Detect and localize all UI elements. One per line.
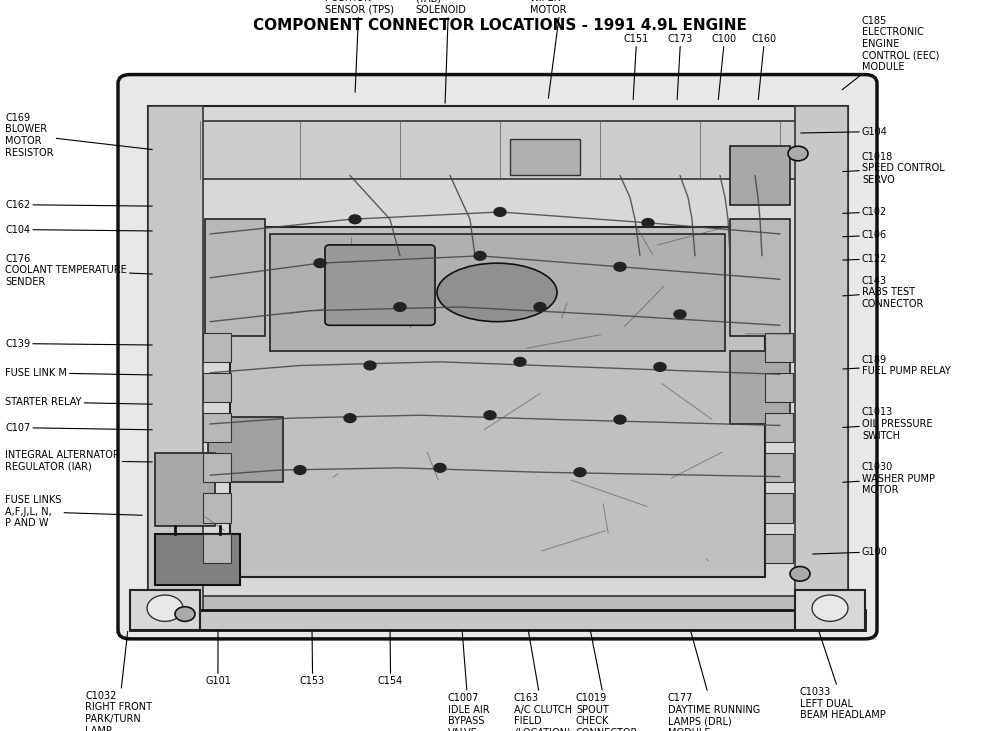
- Circle shape: [314, 259, 326, 268]
- Text: C102: C102: [843, 207, 887, 217]
- Text: C143
RABS TEST
CONNECTOR: C143 RABS TEST CONNECTOR: [843, 276, 924, 309]
- Text: C100: C100: [712, 34, 737, 99]
- Text: C185
ELECTRONIC
ENGINE
CONTROL (EEC)
MODULE: C185 ELECTRONIC ENGINE CONTROL (EEC) MOD…: [842, 15, 939, 90]
- Text: C106: C106: [843, 230, 887, 240]
- Circle shape: [147, 595, 183, 621]
- Text: C169
BLOWER
MOTOR
RESISTOR: C169 BLOWER MOTOR RESISTOR: [5, 113, 152, 158]
- Text: C104: C104: [5, 224, 152, 235]
- Bar: [795, 590, 865, 630]
- Circle shape: [494, 208, 506, 216]
- Bar: [765, 333, 793, 362]
- Text: FUSE LINKS
A,F,J,L, N,
P AND W: FUSE LINKS A,F,J,L, N, P AND W: [5, 495, 142, 529]
- Circle shape: [642, 219, 654, 227]
- Circle shape: [294, 466, 306, 474]
- Bar: [208, 417, 283, 482]
- Text: C1033
LEFT DUAL
BEAM HEADLAMP: C1033 LEFT DUAL BEAM HEADLAMP: [800, 632, 886, 720]
- Circle shape: [788, 146, 808, 161]
- Text: C153: C153: [300, 632, 325, 686]
- Bar: [795, 106, 848, 618]
- Bar: [730, 351, 790, 424]
- Bar: [270, 234, 725, 351]
- Circle shape: [434, 463, 446, 472]
- Bar: [510, 139, 580, 175]
- Circle shape: [474, 251, 486, 260]
- Bar: [765, 413, 793, 442]
- Text: G104: G104: [801, 126, 888, 137]
- Text: STARTER RELAY: STARTER RELAY: [5, 397, 152, 407]
- Bar: [203, 493, 231, 523]
- Text: C1024
THROTTLE
POSITION
SENSOR (TPS): C1024 THROTTLE POSITION SENSOR (TPS): [325, 0, 394, 92]
- Bar: [148, 106, 848, 618]
- Text: FUSE LINK M: FUSE LINK M: [5, 368, 152, 378]
- FancyBboxPatch shape: [118, 75, 877, 639]
- Bar: [148, 106, 203, 618]
- Circle shape: [394, 303, 406, 311]
- Text: WINDSHIELD
WIPER
MOTOR: WINDSHIELD WIPER MOTOR: [530, 0, 593, 98]
- Bar: [130, 590, 200, 630]
- Bar: [765, 534, 793, 563]
- FancyBboxPatch shape: [325, 245, 435, 325]
- Bar: [203, 373, 231, 402]
- Text: C1030
WASHER PUMP
MOTOR: C1030 WASHER PUMP MOTOR: [843, 462, 935, 496]
- Circle shape: [614, 415, 626, 424]
- Text: C107: C107: [5, 423, 152, 433]
- Text: C151: C151: [624, 34, 649, 99]
- Circle shape: [812, 595, 848, 621]
- Bar: [730, 219, 790, 336]
- Circle shape: [349, 215, 361, 224]
- Circle shape: [514, 357, 526, 366]
- Circle shape: [175, 607, 195, 621]
- Text: C139: C139: [5, 338, 152, 349]
- Circle shape: [534, 303, 546, 311]
- Text: G100: G100: [813, 547, 888, 557]
- Bar: [230, 227, 765, 577]
- Text: C1018
SPEED CONTROL
SERVO: C1018 SPEED CONTROL SERVO: [843, 151, 945, 185]
- Text: C154: C154: [378, 632, 403, 686]
- Circle shape: [364, 361, 376, 370]
- Text: C162: C162: [5, 200, 152, 210]
- Bar: [155, 534, 240, 585]
- Bar: [150, 121, 845, 179]
- Bar: [155, 453, 215, 526]
- Text: C1032
RIGHT FRONT
PARK/TURN
LAMP: C1032 RIGHT FRONT PARK/TURN LAMP: [85, 632, 152, 731]
- Text: G101: G101: [205, 632, 231, 686]
- Circle shape: [344, 414, 356, 423]
- Text: INTEGRAL ALTERNATOR
REGULATOR (IAR): INTEGRAL ALTERNATOR REGULATOR (IAR): [5, 450, 152, 471]
- Bar: [130, 610, 865, 630]
- Text: C1013
OIL PRESSURE
SWITCH: C1013 OIL PRESSURE SWITCH: [843, 407, 932, 441]
- Circle shape: [790, 567, 810, 581]
- Bar: [203, 534, 231, 563]
- Circle shape: [654, 363, 666, 371]
- Bar: [203, 413, 231, 442]
- Text: C1019
SPOUT
CHECK
CONNECTOR: C1019 SPOUT CHECK CONNECTOR: [576, 632, 638, 731]
- Circle shape: [674, 310, 686, 319]
- Text: C122: C122: [843, 254, 887, 264]
- Text: C1007
IDLE AIR
BYPASS
VALVE: C1007 IDLE AIR BYPASS VALVE: [448, 632, 490, 731]
- Circle shape: [614, 262, 626, 271]
- Text: C173: C173: [668, 34, 693, 99]
- Text: C160: C160: [752, 34, 777, 99]
- Bar: [765, 493, 793, 523]
- Bar: [203, 453, 231, 482]
- Ellipse shape: [437, 263, 557, 322]
- Text: C189
FUEL PUMP RELAY: C189 FUEL PUMP RELAY: [843, 355, 951, 376]
- Circle shape: [574, 468, 586, 477]
- Bar: [765, 373, 793, 402]
- Text: C1022
THERMACTOR
AIR BYPASS
(TAB)
SOLENOID: C1022 THERMACTOR AIR BYPASS (TAB) SOLENO…: [415, 0, 483, 103]
- Bar: [203, 333, 231, 362]
- Circle shape: [484, 411, 496, 420]
- Text: C176
COOLANT TEMPERATURE
SENDER: C176 COOLANT TEMPERATURE SENDER: [5, 254, 152, 287]
- Bar: [730, 146, 790, 205]
- Bar: [765, 453, 793, 482]
- Bar: [148, 596, 848, 618]
- Text: COMPONENT CONNECTOR LOCATIONS - 1991 4.9L ENGINE: COMPONENT CONNECTOR LOCATIONS - 1991 4.9…: [253, 18, 747, 34]
- Text: C177
DAYTIME RUNNING
LAMPS (DRL)
MODULE: C177 DAYTIME RUNNING LAMPS (DRL) MODULE: [668, 632, 760, 731]
- Text: C163
A/C CLUTCH
FIELD
(LOCATION): C163 A/C CLUTCH FIELD (LOCATION): [514, 632, 572, 731]
- Bar: [205, 219, 265, 336]
